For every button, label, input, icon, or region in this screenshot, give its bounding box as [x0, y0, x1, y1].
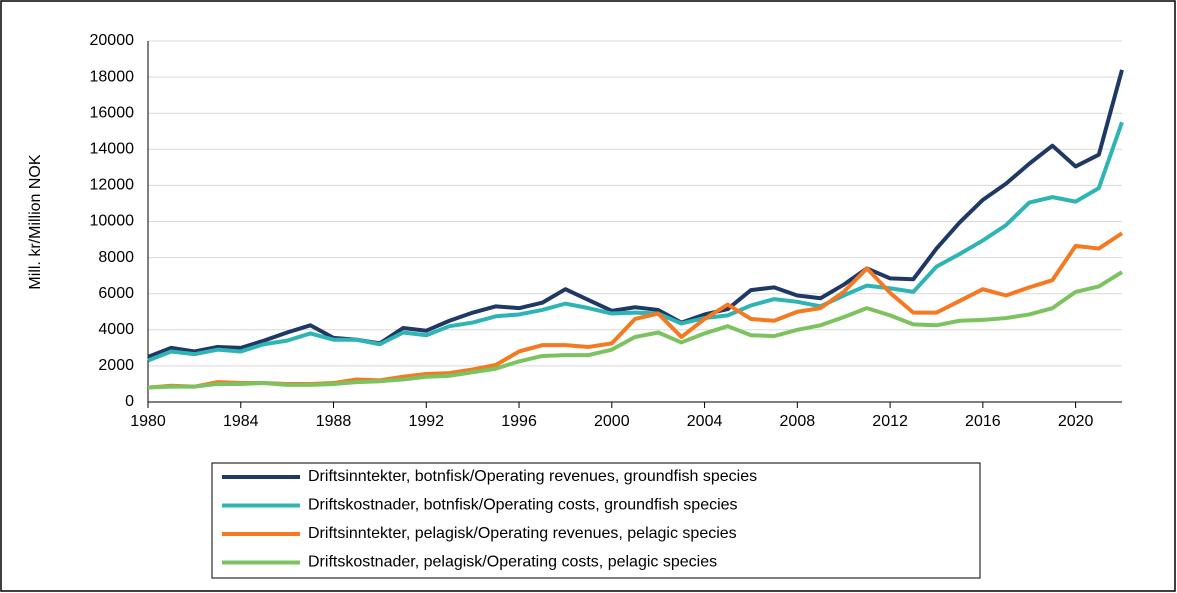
y-tick-label: 12000	[90, 177, 135, 194]
x-tick-label: 1984	[223, 413, 259, 430]
y-tick-label: 6000	[98, 285, 134, 302]
y-tick-label: 16000	[90, 104, 135, 121]
legend-label: Driftsinntekter, botnfisk/Operating reve…	[308, 468, 757, 485]
x-tick-label: 2012	[872, 413, 908, 430]
series-line	[147, 69, 1124, 359]
legend-label: Driftskostnader, botnfisk/Operating cost…	[308, 497, 738, 514]
y-tick-label: 4000	[98, 321, 134, 338]
series-line	[147, 121, 1124, 363]
x-tick-label: 1980	[130, 413, 166, 430]
y-tick-label: 8000	[98, 249, 134, 266]
y-tick-label: 2000	[98, 357, 134, 374]
y-tick-label: 0	[125, 393, 134, 410]
legend-box	[211, 462, 981, 579]
x-tick-label: 2016	[965, 413, 1001, 430]
series-line	[147, 270, 1124, 390]
x-tick-label: 1992	[408, 413, 444, 430]
y-tick-label: 14000	[90, 141, 135, 158]
y-tick-label: 18000	[90, 68, 135, 85]
y-tick-label: 20000	[90, 32, 135, 49]
x-tick-label: 2004	[687, 413, 723, 430]
legend-label: Driftsinntekter, pelagisk/Operating reve…	[308, 525, 737, 542]
x-tick-label: 2000	[594, 413, 630, 430]
x-tick-label: 1996	[501, 413, 537, 430]
y-tick-label: 10000	[90, 213, 135, 230]
x-tick-label: 2020	[1058, 413, 1094, 430]
legend-label: Driftskostnader, pelagisk/Operating cost…	[308, 554, 717, 571]
x-tick-label: 1988	[316, 413, 352, 430]
y-axis-label: Mill. kr/Million NOK	[27, 154, 44, 289]
x-tick-label: 2008	[780, 413, 816, 430]
